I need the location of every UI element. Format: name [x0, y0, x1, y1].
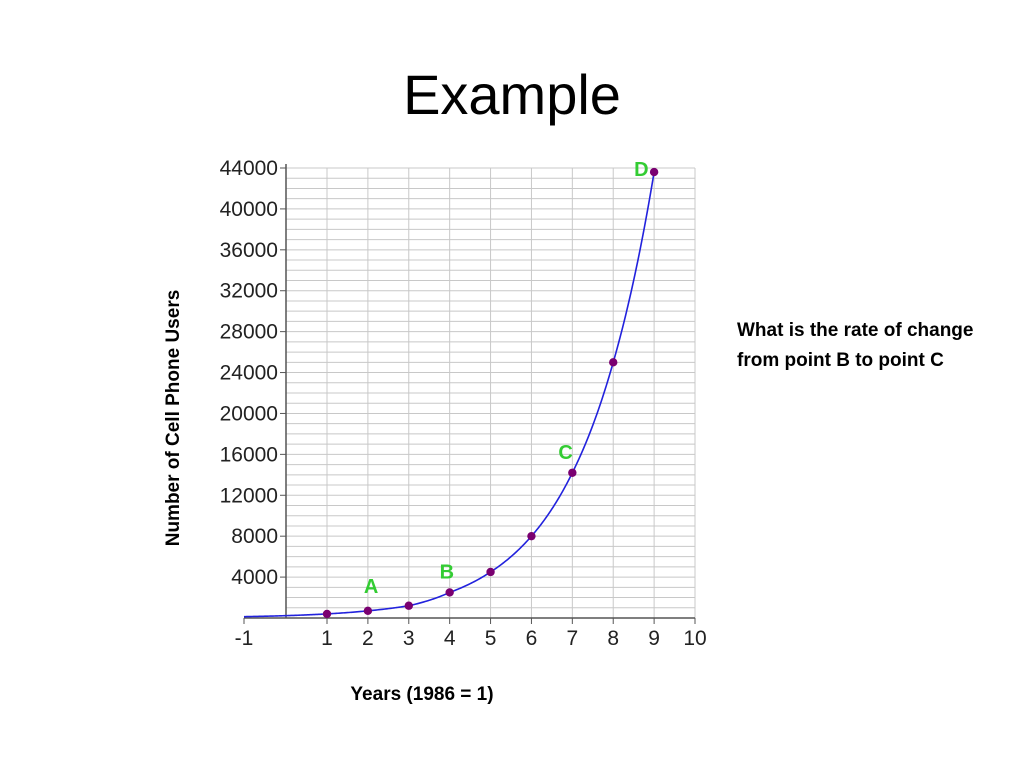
x-tick-label: 10: [683, 627, 706, 650]
data-point: [568, 468, 577, 477]
y-axis-label: Number of Cell Phone Users: [163, 289, 184, 547]
point-label-b: B: [440, 561, 454, 583]
chart-grid: [286, 167, 696, 618]
x-tick-label: -1: [235, 627, 254, 650]
chart-tick-labels: -1 1 2 3 4 5 6 7 8 9 10 4000 8000 12000 16000 20000 2400…: [220, 157, 707, 650]
y-tick-label: 20000: [220, 402, 278, 425]
y-tick-label: 12000: [220, 484, 278, 507]
x-tick-label: 6: [526, 627, 538, 650]
x-tick-label: 9: [648, 627, 660, 650]
data-point: [445, 588, 454, 597]
data-point: [363, 606, 373, 616]
x-axis-label: Years (1986 = 1): [350, 684, 494, 705]
data-point: [322, 609, 332, 619]
slide-title: Example: [403, 63, 621, 126]
point-label-c: C: [558, 442, 572, 464]
y-tick-label: 36000: [220, 239, 278, 262]
x-tick-label: 1: [321, 627, 333, 650]
data-point: [404, 601, 413, 610]
data-point: [609, 358, 618, 367]
y-tick-label: 32000: [220, 280, 278, 303]
data-point: [527, 531, 536, 541]
y-tick-label: 24000: [220, 362, 278, 385]
y-tick-label: 4000: [231, 566, 278, 589]
x-tick-label: 3: [403, 627, 415, 650]
point-label-a: A: [364, 576, 378, 598]
point-label-d: D: [634, 159, 648, 181]
series-line: [243, 171, 655, 618]
chart-axes: [243, 164, 696, 624]
data-point: [649, 167, 659, 177]
y-tick-label: 40000: [220, 198, 278, 221]
y-tick-label: 8000: [231, 525, 278, 548]
data-point: [486, 567, 495, 577]
x-tick-label: 8: [607, 627, 619, 650]
x-tick-label: 5: [485, 627, 497, 650]
question-text: What is the rate of change from point B …: [737, 320, 974, 371]
x-tick-label: 2: [362, 627, 374, 650]
x-tick-label: 7: [566, 627, 578, 650]
y-tick-label: 16000: [220, 443, 278, 466]
data-points: [322, 167, 659, 619]
x-tick-label: 4: [444, 627, 456, 650]
y-tick-label: 28000: [220, 321, 278, 344]
point-labels: A B C D: [364, 159, 649, 598]
y-tick-label: 44000: [220, 157, 278, 180]
